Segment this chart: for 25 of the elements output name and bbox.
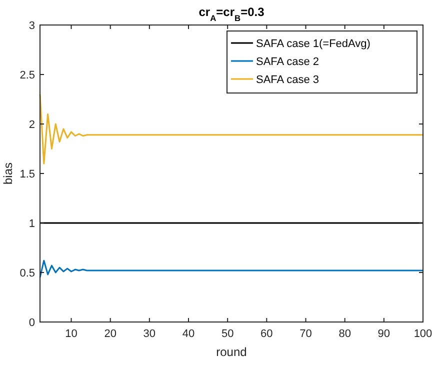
- y-tick-label: 2: [28, 119, 35, 131]
- legend-label: SAFA case 3: [256, 74, 319, 86]
- x-tick-label: 60: [260, 328, 273, 340]
- x-tick-label: 80: [338, 328, 351, 340]
- y-tick-label: 0.5: [20, 268, 35, 280]
- legend-label: SAFA case 2: [256, 56, 319, 68]
- y-tick-label: 3: [28, 20, 35, 32]
- y-tick-label: 1.5: [20, 168, 35, 180]
- x-tick-label: 10: [65, 328, 78, 340]
- x-tick-label: 50: [221, 328, 234, 340]
- legend-label: SAFA case 1(=FedAvg): [256, 38, 370, 50]
- line-series: [39, 94, 424, 164]
- x-tick-label: 30: [143, 328, 156, 340]
- x-tick-label: 90: [378, 328, 390, 340]
- x-tick-label: 100: [414, 328, 432, 340]
- y-tick-label: 0: [28, 317, 35, 329]
- x-tick-label: 70: [300, 328, 312, 340]
- x-tick-label: 40: [182, 328, 195, 340]
- y-tick-label: 1: [28, 218, 35, 230]
- y-tick-label: 2.5: [20, 70, 35, 82]
- y-axis-title: bias: [1, 162, 15, 185]
- x-tick-label: 20: [104, 328, 116, 340]
- chart-title: cr$_{A}$=cr$_{B}$=0.3: [198, 5, 265, 23]
- x-axis-title: round: [216, 345, 247, 359]
- line-series: [39, 260, 424, 278]
